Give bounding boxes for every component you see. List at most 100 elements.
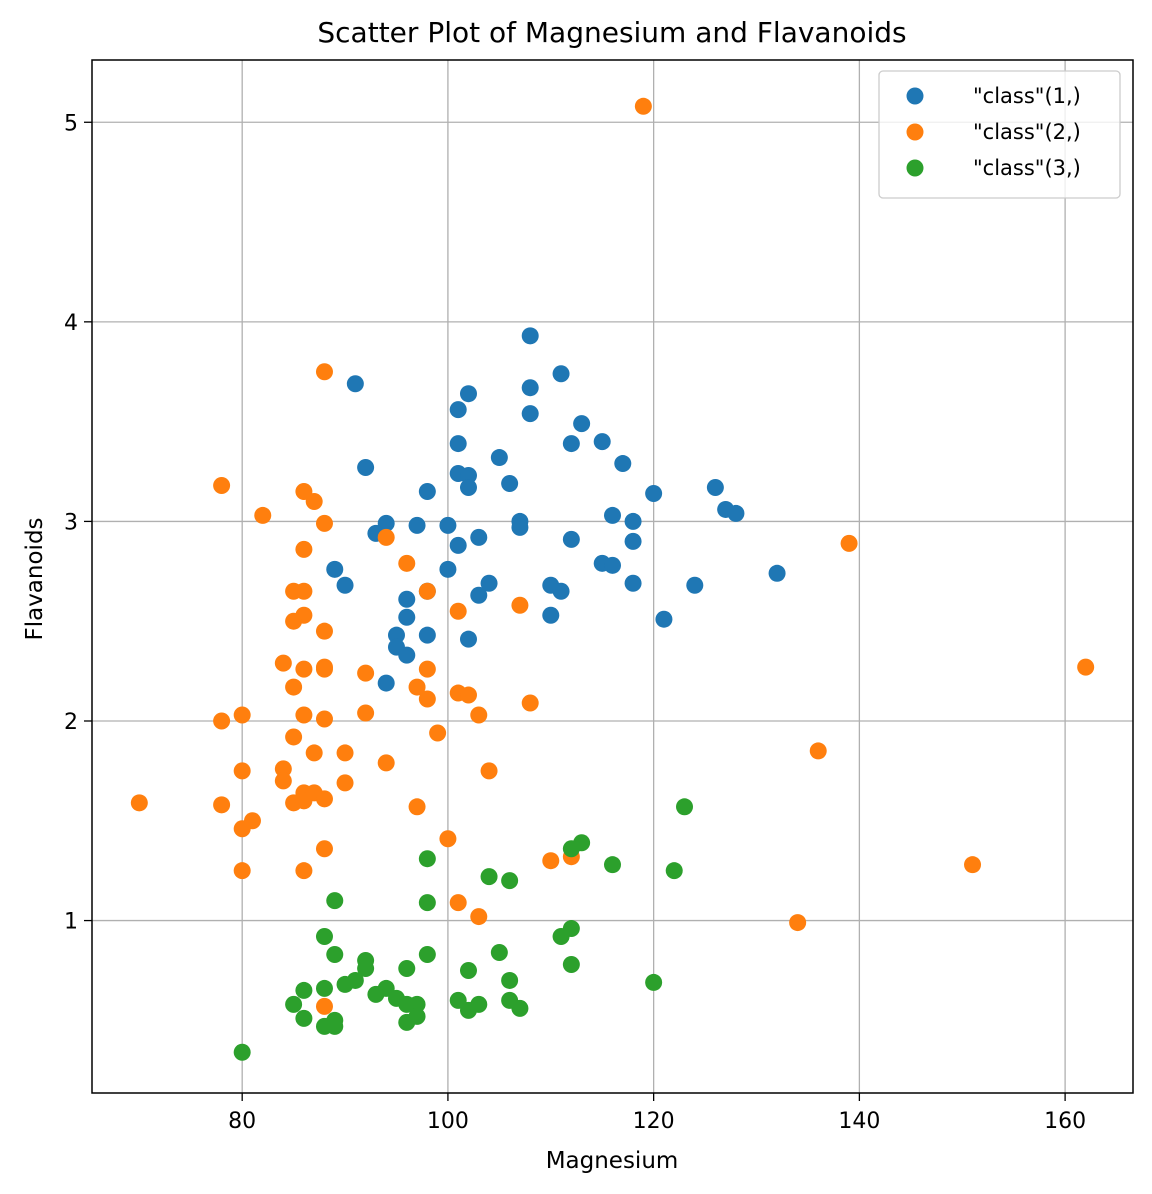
data-point bbox=[645, 973, 663, 991]
data-point bbox=[285, 678, 303, 696]
data-point bbox=[511, 596, 529, 614]
data-point bbox=[1077, 658, 1095, 676]
data-point bbox=[665, 862, 683, 880]
data-point bbox=[315, 710, 333, 728]
data-point bbox=[449, 894, 467, 912]
legend-label-2: "class"(2,) bbox=[973, 120, 1081, 144]
data-point bbox=[398, 608, 416, 626]
data-point bbox=[213, 796, 231, 814]
data-point bbox=[768, 564, 786, 582]
data-point bbox=[645, 484, 663, 502]
data-point bbox=[357, 959, 375, 977]
data-point bbox=[593, 433, 611, 451]
data-point bbox=[418, 894, 436, 912]
data-point bbox=[634, 97, 652, 115]
data-point bbox=[480, 762, 498, 780]
y-tick-label: 2 bbox=[64, 710, 78, 735]
data-point bbox=[398, 554, 416, 572]
data-point bbox=[377, 528, 395, 546]
data-point bbox=[213, 712, 231, 730]
data-point bbox=[604, 556, 621, 574]
data-point bbox=[418, 945, 436, 963]
data-point bbox=[573, 415, 591, 433]
legend-box bbox=[878, 70, 1121, 199]
data-point bbox=[449, 435, 467, 453]
y-axis-label: Flavanoids bbox=[22, 517, 48, 640]
data-point bbox=[326, 892, 344, 910]
data-point bbox=[295, 862, 313, 880]
data-point bbox=[459, 385, 477, 403]
x-tick-label: 100 bbox=[427, 1109, 469, 1134]
data-point bbox=[521, 405, 539, 423]
legend-label-1: "class"(1,) bbox=[973, 84, 1081, 108]
data-point bbox=[964, 856, 982, 874]
data-point bbox=[439, 516, 457, 534]
data-point bbox=[459, 961, 477, 979]
data-point bbox=[418, 850, 436, 868]
data-point bbox=[336, 576, 354, 594]
axis-ticks: 80 100 120 140 160 1 2 3 4 5 bbox=[64, 111, 1086, 1134]
data-points bbox=[130, 97, 1095, 1061]
data-point bbox=[501, 474, 519, 492]
legend-marker-1 bbox=[906, 87, 924, 105]
data-point bbox=[562, 530, 580, 548]
data-point bbox=[449, 602, 467, 620]
data-point bbox=[398, 646, 416, 664]
data-point bbox=[285, 728, 303, 746]
data-point bbox=[295, 792, 313, 810]
data-point bbox=[655, 610, 673, 628]
data-point bbox=[254, 506, 272, 524]
data-point bbox=[480, 574, 498, 592]
y-tick-label: 4 bbox=[64, 311, 78, 336]
data-point bbox=[459, 478, 477, 496]
data-point bbox=[480, 868, 498, 886]
data-point bbox=[470, 706, 488, 724]
data-point bbox=[789, 914, 807, 932]
series-2-points bbox=[130, 97, 1095, 1015]
data-point bbox=[449, 401, 467, 419]
data-point bbox=[439, 830, 457, 848]
data-point bbox=[315, 660, 333, 678]
data-point bbox=[490, 449, 508, 467]
data-point bbox=[429, 724, 447, 742]
chart-title: Scatter Plot of Magnesium and Flavanoids bbox=[317, 16, 906, 49]
data-point bbox=[459, 1001, 477, 1019]
data-point bbox=[418, 626, 436, 644]
data-point bbox=[470, 586, 488, 604]
data-point bbox=[676, 798, 694, 816]
data-point bbox=[295, 582, 313, 600]
data-point bbox=[326, 945, 344, 963]
data-point bbox=[315, 840, 333, 858]
data-point bbox=[470, 528, 488, 546]
data-point bbox=[521, 327, 539, 345]
data-point bbox=[552, 928, 570, 946]
data-point bbox=[336, 744, 354, 762]
data-point bbox=[511, 999, 529, 1017]
data-point bbox=[315, 514, 333, 532]
data-point bbox=[326, 1017, 344, 1035]
data-point bbox=[295, 540, 313, 558]
data-point bbox=[285, 612, 303, 630]
data-point bbox=[418, 690, 436, 708]
data-point bbox=[542, 606, 560, 624]
data-point bbox=[408, 798, 426, 816]
legend-label-3: "class"(3,) bbox=[973, 156, 1081, 180]
data-point bbox=[624, 512, 642, 530]
data-point bbox=[418, 660, 436, 678]
data-point bbox=[315, 363, 333, 381]
data-point bbox=[305, 492, 323, 510]
x-axis-label: Magnesium bbox=[546, 1148, 679, 1174]
data-point bbox=[305, 744, 323, 762]
data-point bbox=[614, 455, 632, 473]
data-point bbox=[315, 997, 333, 1015]
data-point bbox=[501, 971, 519, 989]
legend-marker-2 bbox=[906, 123, 924, 141]
data-point bbox=[542, 852, 560, 870]
data-point bbox=[274, 760, 292, 778]
data-point bbox=[511, 518, 529, 536]
data-point bbox=[336, 774, 354, 792]
data-point bbox=[233, 862, 251, 880]
